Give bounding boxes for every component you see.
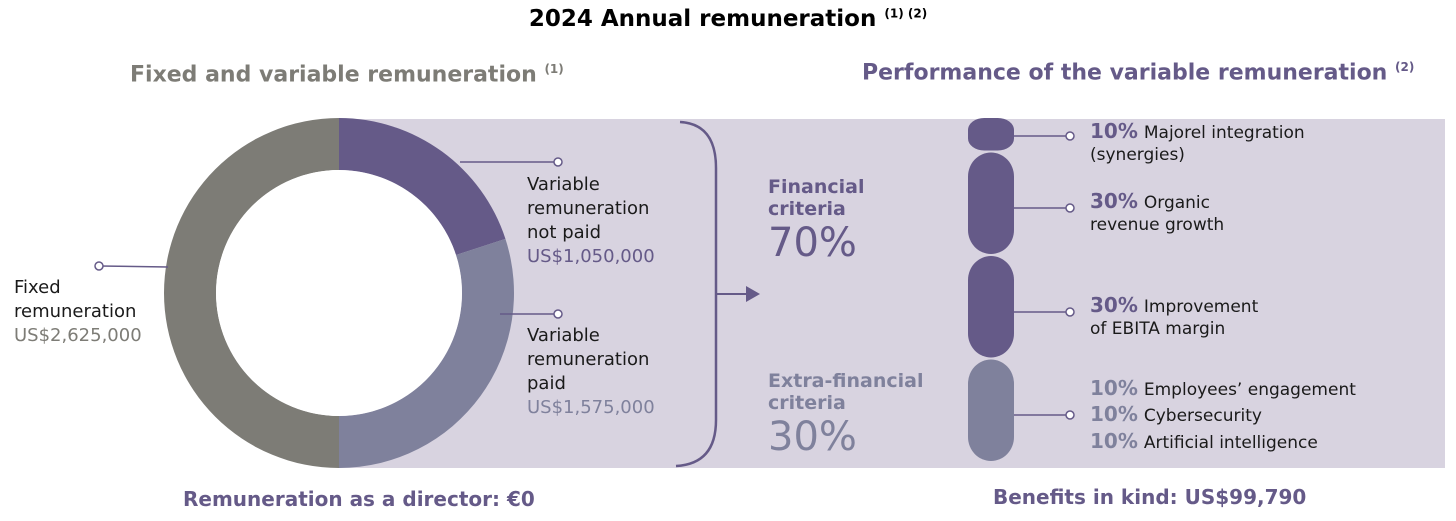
criterion-cybersecurity-label: Cybersecurity [1143,406,1262,426]
financial-criteria-pct: 70% [768,220,857,266]
pill-leader-dot [1065,131,1075,141]
extra-criteria-pct: 30% [768,414,857,460]
director-remuneration: Remuneration as a director: €0 [183,487,535,511]
donut-slice [164,118,339,468]
label-fixed: Fixed remuneration US$2,625,000 [14,276,142,348]
criterion-ebita-pct: 30% [1090,293,1138,317]
criteria-pill [968,256,1014,358]
right-heading-text: Performance of the variable remuneration [862,60,1388,86]
criterion-cybersecurity: 10% Cybersecurity [1090,403,1262,427]
donut-hole [216,170,462,416]
criterion-organic-label2: revenue growth [1090,215,1225,235]
leader-fixed [99,265,169,268]
criterion-ai-pct: 10% [1090,429,1138,453]
financial-criteria-line1: Financial [768,176,865,198]
label-paid-amount: US$1,575,000 [527,397,655,418]
criteria-pill [968,152,1014,254]
pill-leader-dot [1065,307,1075,317]
extra-criteria-line1: Extra-financial [768,370,924,392]
label-not-paid-line3: not paid [527,222,602,243]
criterion-majorel-label2: (synergies) [1090,145,1185,165]
benefits-in-kind: Benefits in kind: US$99,790 [993,485,1307,509]
extra-criteria-line2: criteria [768,392,846,414]
criterion-organic: 30% Organic revenue growth [1090,190,1224,236]
brace-arrow-head [746,286,760,302]
criterion-organic-pct: 30% [1090,189,1138,213]
label-not-paid-line1: Variable [527,174,600,195]
extra-financial-criteria: Extra-financial criteria 30% [768,370,923,460]
criterion-ebita-label: Improvement [1143,297,1259,317]
criterion-ebita: 30% Improvement of EBITA margin [1090,294,1258,340]
criteria-brace [675,120,718,468]
label-fixed-line1: Fixed [14,277,61,298]
criterion-engagement: 10% Employees’ engagement [1090,377,1356,401]
right-heading-note: (2) [1395,60,1415,74]
criterion-ai-label: Artificial intelligence [1143,433,1318,453]
background-band [339,119,1445,468]
chart-title: 2024 Annual remuneration (1) (2) [0,6,1456,32]
financial-criteria-line2: criteria [768,198,846,220]
label-paid-line1: Variable [527,325,600,346]
title-text: 2024 Annual remuneration [528,6,877,32]
pill-leader-dot [1065,410,1075,420]
criterion-engagement-pct: 10% [1090,376,1138,400]
criterion-majorel-pct: 10% [1090,119,1138,143]
left-heading-text: Fixed and variable remuneration [130,62,537,88]
criterion-majorel: 10% Majorel integration (synergies) [1090,120,1305,166]
left-heading-note: (1) [544,62,564,76]
label-not-paid-line2: remuneration [527,198,650,219]
right-heading: Performance of the variable remuneration… [862,60,1414,85]
left-heading: Fixed and variable remuneration (1) [130,62,564,87]
leader-dot-paid [553,309,563,319]
criterion-organic-label: Organic [1143,193,1210,213]
label-paid-line2: remuneration [527,349,650,370]
title-notes: (1) (2) [884,6,928,21]
criteria-pills [968,118,1075,461]
label-fixed-line2: remuneration [14,301,137,322]
label-not-paid-amount: US$1,050,000 [527,246,655,267]
criteria-pill [968,118,1014,151]
criterion-ai: 10% Artificial intelligence [1090,430,1318,454]
leader-dot-not-paid [553,157,563,167]
criterion-majorel-label: Majorel integration [1143,123,1305,143]
criterion-cybersecurity-pct: 10% [1090,402,1138,426]
donut-slice [339,118,506,255]
label-paid-line3: paid [527,373,566,394]
donut-chart [164,118,514,468]
criterion-engagement-label: Employees’ engagement [1143,380,1356,400]
label-fixed-amount: US$2,625,000 [14,325,142,346]
label-not-paid: Variable remuneration not paid US$1,050,… [527,173,655,269]
criteria-pill [968,359,1014,461]
pill-leader-dot [1065,203,1075,213]
label-paid: Variable remuneration paid US$1,575,000 [527,324,655,420]
donut-slice [339,238,514,468]
financial-criteria: Financial criteria 70% [768,176,864,266]
leader-dot-fixed [94,261,104,271]
criterion-ebita-label2: of EBITA margin [1090,319,1226,339]
